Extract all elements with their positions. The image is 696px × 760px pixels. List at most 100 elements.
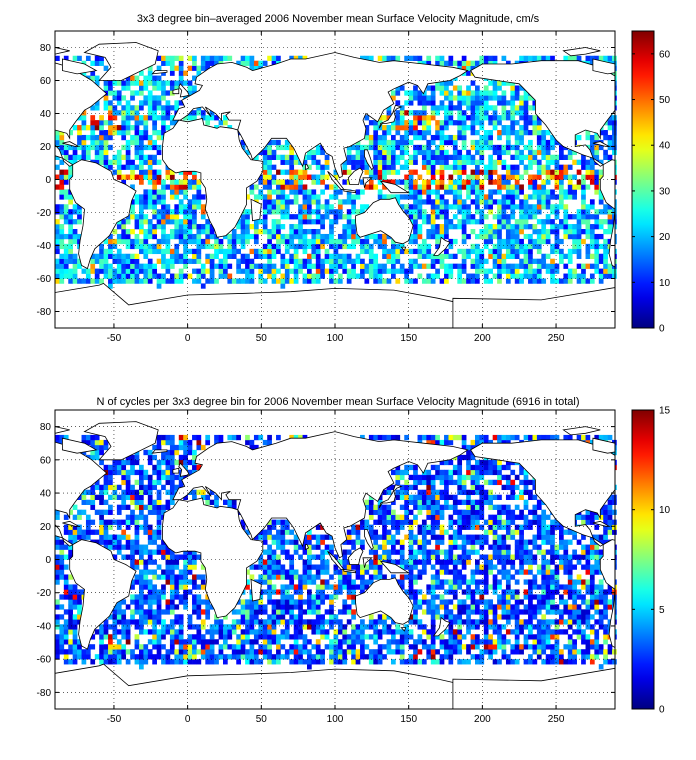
bin [134, 219, 140, 225]
bin [377, 144, 383, 151]
bin [505, 589, 511, 595]
bin [585, 619, 591, 625]
bin [519, 258, 524, 264]
bin [187, 199, 193, 205]
bin [439, 179, 445, 185]
bin [205, 654, 211, 660]
bin [444, 85, 449, 91]
bin [346, 604, 352, 610]
bin [63, 579, 69, 585]
bin [147, 639, 153, 645]
bin [187, 589, 193, 595]
bin [271, 243, 277, 250]
bin [59, 258, 65, 264]
bin [576, 649, 582, 655]
bin [426, 100, 432, 106]
bin [240, 139, 246, 146]
bin [342, 233, 348, 240]
bin [497, 184, 502, 190]
bin [585, 243, 591, 250]
bin [554, 154, 560, 160]
bin [475, 258, 480, 264]
bin [240, 243, 246, 250]
bin [483, 134, 489, 141]
bin [492, 80, 498, 86]
bin [90, 125, 96, 131]
bin [417, 184, 423, 190]
bin [501, 609, 507, 615]
bin [404, 100, 409, 106]
bin [421, 209, 427, 215]
bin [572, 639, 577, 645]
bin [382, 253, 387, 259]
bin [147, 204, 153, 210]
bin [276, 144, 281, 151]
bin [554, 263, 560, 269]
bin [351, 609, 356, 615]
colorbar-tick-label: 40 [659, 141, 671, 152]
bin [466, 95, 471, 101]
bin [178, 574, 184, 580]
bin [377, 233, 383, 240]
bin [541, 644, 547, 650]
bin [550, 604, 555, 610]
bin [147, 100, 153, 106]
bin [346, 214, 352, 220]
bin [545, 604, 551, 610]
bin [134, 199, 140, 205]
bin [311, 154, 317, 160]
bin [554, 649, 560, 655]
bin [417, 574, 423, 580]
bin [205, 278, 211, 284]
bin [572, 609, 577, 615]
bin [589, 659, 595, 665]
bin [134, 253, 140, 259]
bin [156, 589, 162, 595]
bin [245, 654, 250, 660]
bin [426, 60, 432, 66]
bin [532, 624, 538, 630]
bin [333, 584, 339, 590]
bin [315, 214, 321, 220]
bin [589, 614, 595, 620]
bin [603, 614, 608, 620]
bin [90, 115, 96, 121]
bin [444, 204, 449, 210]
bin [541, 169, 547, 175]
bin [116, 263, 122, 269]
bin [183, 238, 188, 245]
bin [271, 233, 277, 240]
bin [470, 624, 476, 630]
bin [169, 65, 175, 71]
bin [183, 263, 188, 269]
bin [466, 609, 471, 615]
bin [488, 624, 493, 630]
bin [315, 619, 321, 625]
bin [271, 248, 277, 255]
bin [258, 263, 264, 269]
bin [187, 169, 193, 175]
bin [550, 248, 555, 255]
bin [55, 130, 60, 136]
bin [187, 258, 193, 264]
bin [223, 614, 228, 620]
bin [417, 604, 423, 610]
bin [589, 599, 595, 605]
bin [589, 238, 595, 245]
bin [165, 574, 171, 580]
bin [293, 199, 299, 205]
bin [63, 55, 69, 61]
bin [470, 243, 476, 250]
bin [364, 268, 370, 274]
bin [245, 214, 250, 220]
bin [439, 579, 445, 585]
bin [519, 644, 524, 650]
bin [169, 229, 175, 235]
bin [284, 589, 290, 595]
bin [395, 139, 401, 146]
bin [470, 219, 476, 225]
bin [178, 55, 184, 61]
bin [594, 599, 600, 605]
bin [72, 604, 78, 610]
bin [169, 248, 175, 255]
